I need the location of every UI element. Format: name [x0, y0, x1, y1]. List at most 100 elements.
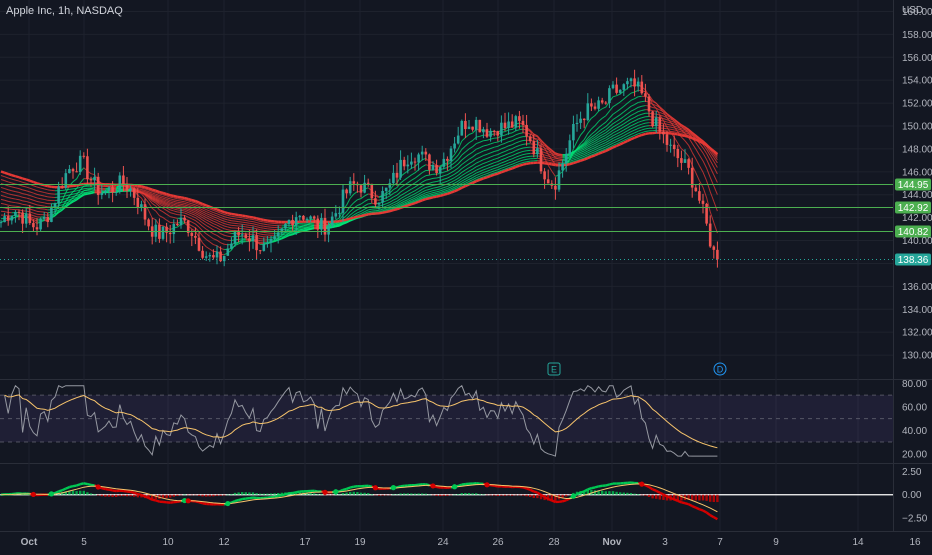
candle-body: [389, 183, 392, 188]
ribbon-line-segment: [642, 106, 646, 107]
candle-body: [461, 121, 464, 136]
ribbon-line-segment: [548, 164, 552, 165]
candle-body: [475, 120, 478, 130]
ribbon-line-segment: [199, 202, 203, 204]
ribbon-line-segment: [228, 236, 232, 237]
ribbon-line-segment: [242, 222, 246, 223]
macd-bar: [234, 493, 236, 495]
ribbon-line-segment: [516, 166, 520, 167]
macd-bar: [356, 492, 358, 495]
macd-cross-dot: [322, 490, 327, 495]
candle-body: [90, 179, 93, 180]
macd-line-segment: [368, 486, 372, 487]
ribbon-line-segment: [8, 205, 12, 206]
candle-body: [234, 231, 237, 243]
candle-body: [407, 165, 410, 167]
macd-line-segment: [552, 501, 556, 502]
x-tick-label: 24: [437, 537, 449, 548]
candle-body: [695, 188, 698, 192]
candle-body: [623, 84, 626, 90]
macd-bar: [360, 493, 362, 495]
candle-body: [259, 250, 262, 251]
macd-cross-dot: [430, 483, 435, 488]
ribbon-line-segment: [476, 180, 480, 181]
price-tick-label: 152.00: [902, 99, 932, 110]
ribbon-line-segment: [23, 197, 27, 198]
macd-bar: [536, 495, 538, 498]
ribbon-line-segment: [159, 192, 163, 193]
candle-body: [450, 148, 453, 160]
macd-bar: [371, 494, 373, 495]
candle-body: [457, 136, 460, 144]
candle-body: [687, 159, 690, 168]
macd-bar: [691, 495, 693, 501]
macd-line-segment: [275, 496, 279, 497]
ribbon-line-segment: [599, 152, 603, 153]
candle-body: [540, 148, 543, 171]
macd-bar: [205, 495, 207, 497]
price-tick-label: 142.00: [902, 213, 932, 224]
ribbon-line-segment: [242, 216, 246, 217]
macd-line-segment: [145, 496, 149, 498]
macd-bar: [126, 495, 128, 497]
macd-line-segment: [530, 490, 534, 492]
macd-bar: [475, 493, 477, 494]
ribbon-line-segment: [692, 138, 696, 139]
macd-bar: [713, 495, 715, 502]
ribbon-line-segment: [699, 141, 703, 143]
ribbon-line-segment: [44, 209, 48, 210]
ribbon-line-segment: [437, 196, 441, 197]
ribbon-line-segment: [645, 131, 649, 132]
candle-body: [183, 218, 186, 221]
candle-body: [205, 256, 208, 257]
candle-body: [446, 159, 449, 161]
macd-bar: [443, 495, 445, 496]
ribbon-line-segment: [303, 229, 307, 230]
ribbon-line-segment: [195, 201, 199, 202]
candle-body: [561, 163, 564, 170]
macd-bar: [252, 492, 254, 494]
macd-bar: [227, 495, 229, 496]
ribbon-line-segment: [192, 200, 196, 201]
macd-line-segment: [249, 498, 253, 499]
candle-body: [209, 255, 212, 256]
ribbon-line-segment: [379, 213, 383, 214]
macd-bar: [565, 495, 567, 497]
macd-bar: [223, 495, 225, 496]
macd-bar: [407, 493, 409, 494]
candle-body: [381, 191, 384, 203]
ribbon-line-segment: [253, 217, 257, 218]
event-label: D: [717, 365, 724, 375]
x-tick-label: 5: [81, 537, 87, 548]
macd-bar: [277, 493, 279, 495]
macd-line-segment: [152, 500, 156, 501]
candle-body: [698, 191, 701, 201]
ribbon-line-segment: [141, 186, 145, 187]
macd-line-segment: [674, 499, 678, 501]
macd-line-segment: [347, 488, 351, 489]
macd-bar: [381, 495, 383, 496]
candle-body: [3, 216, 6, 222]
macd-bar: [525, 495, 527, 497]
ribbon-line-segment: [437, 173, 441, 174]
ribbon-line-segment: [512, 167, 516, 168]
macd-bar: [90, 493, 92, 494]
candle-body: [471, 127, 474, 130]
candle-body: [18, 212, 21, 213]
ribbon-line-segment: [181, 212, 185, 213]
ribbon-line-segment: [206, 205, 210, 206]
candle-body: [572, 124, 575, 140]
ribbon-line-segment: [631, 138, 635, 139]
macd-bar: [378, 495, 380, 496]
macd-bar: [374, 495, 376, 496]
macd-line-segment: [314, 491, 318, 492]
x-tick-label: 17: [299, 537, 311, 548]
rsi-tick-label: 60.00: [902, 402, 927, 413]
macd-cross-dot: [571, 494, 576, 499]
macd-line-segment: [671, 498, 675, 499]
macd-cross-dot: [639, 482, 644, 487]
ribbon-line-segment: [444, 194, 448, 195]
ribbon-line-segment: [415, 202, 419, 203]
